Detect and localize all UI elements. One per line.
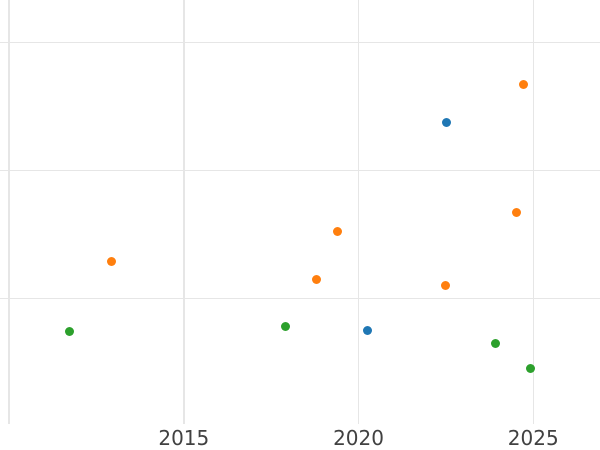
y-gridline-3 [0,41,600,43]
x-tick-label-2015: 2015 [158,426,210,450]
data-point-orange [519,80,529,90]
data-point-green [525,364,535,374]
data-point-blue [362,325,372,335]
data-point-green [281,322,291,332]
data-point-blue [442,118,452,128]
data-point-orange [312,274,322,284]
data-point-orange [333,227,343,237]
data-point-orange [512,208,522,218]
x-gridline-2010 [8,0,10,424]
data-point-green [65,327,75,337]
data-point-orange [106,256,116,266]
y-gridline-1 [0,297,600,299]
x-axis: 2015 2020 2025 [0,424,600,450]
x-gridline-2020 [357,0,360,424]
x-gridline-2015 [183,0,185,424]
data-point-green [491,338,500,348]
data-point-orange [440,281,450,291]
y-gridline-2 [0,169,600,171]
plot-area [0,0,600,424]
x-tick-label-2020: 2020 [333,426,384,450]
x-gridline-2025 [532,0,534,424]
x-tick-label-2025: 2025 [507,426,559,450]
